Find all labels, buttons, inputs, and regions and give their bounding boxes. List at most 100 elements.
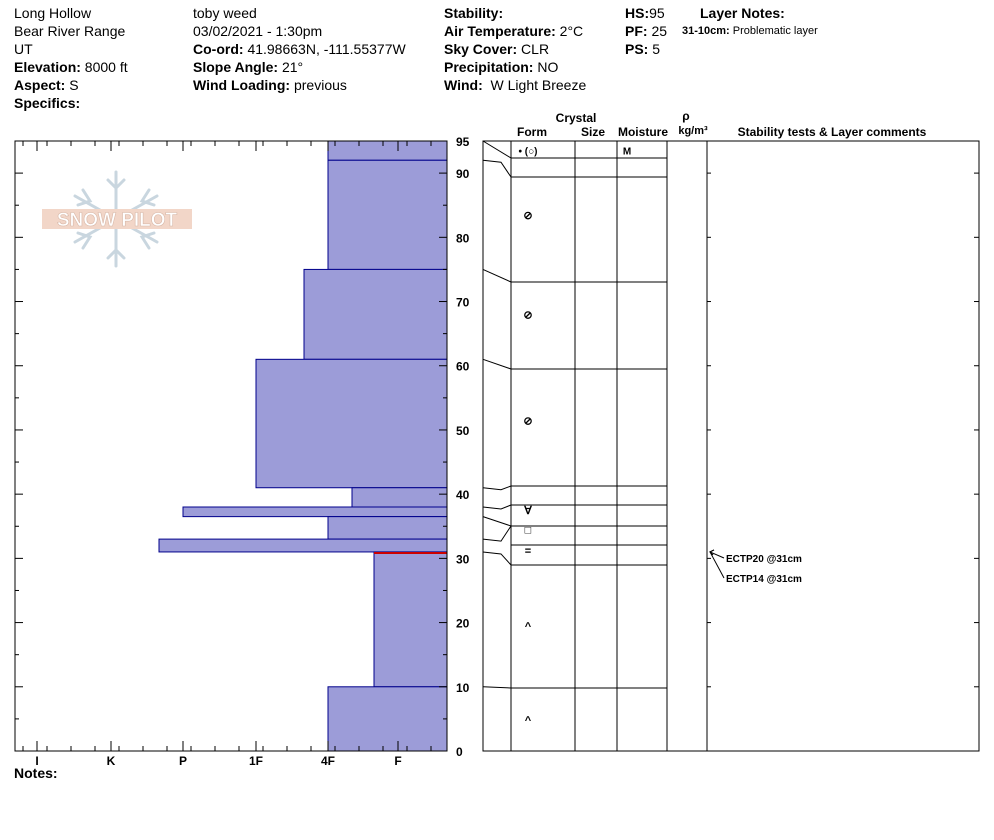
wind-value: W Light Breeze bbox=[490, 77, 587, 93]
crystal-form-glyph: = bbox=[525, 546, 531, 558]
plot-frame bbox=[14, 140, 448, 752]
stability-test-arrowhead bbox=[709, 549, 715, 556]
observer-name: toby weed bbox=[193, 5, 257, 21]
air-temp-value: 2°C bbox=[559, 23, 584, 39]
y-tick-label-95: 95 bbox=[456, 135, 470, 149]
x-tick-label-I: I bbox=[35, 754, 38, 768]
stability-row: Stability: bbox=[444, 4, 503, 22]
specifics-row: Specifics: bbox=[14, 94, 80, 112]
sky-cover-label: Sky Cover: bbox=[444, 41, 518, 57]
table-headers: Crystal Form Size Moisture ρ kg/m³ Stabi… bbox=[517, 109, 927, 139]
mountain-range: Bear River Range bbox=[14, 23, 126, 39]
aspect-label: Aspect: bbox=[14, 77, 66, 93]
crystal-form-glyph: ⊘ bbox=[523, 210, 532, 222]
crystal-form-glyph: ^ bbox=[525, 715, 532, 727]
x-tick-label-1F: 1F bbox=[249, 754, 263, 768]
depth-connector-2 bbox=[482, 358, 512, 370]
header-crystal: Crystal bbox=[556, 111, 597, 125]
hardness-bar-2 bbox=[303, 268, 448, 360]
slope-label: Slope Angle: bbox=[193, 59, 279, 75]
pf-value: 25 bbox=[651, 23, 668, 39]
slope-row: Slope Angle: 21° bbox=[193, 58, 303, 76]
coord-value: 41.98663N, -111.55377W bbox=[247, 41, 406, 57]
header-rho: ρ bbox=[682, 109, 689, 123]
hs-row: HS:95 bbox=[625, 4, 665, 22]
ps-label: PS: bbox=[625, 41, 649, 57]
pf-label: PF: bbox=[625, 23, 648, 39]
y-tick-label-80: 80 bbox=[456, 231, 470, 245]
depth-connector-0 bbox=[482, 140, 512, 159]
elevation-label: Elevation: bbox=[14, 59, 81, 75]
aspect-value: S bbox=[69, 77, 79, 93]
hardness-bar-9 bbox=[327, 686, 448, 752]
wind-row: Wind: W Light Breeze bbox=[444, 76, 586, 94]
crystal-form-glyph: ⊘ bbox=[523, 309, 532, 321]
precipitation-row: Precipitation: NO bbox=[444, 58, 558, 76]
x-tick-label-F: F bbox=[394, 754, 401, 768]
hardness-bar-8 bbox=[373, 551, 448, 688]
wind-loading-value: previous bbox=[293, 77, 347, 93]
hs-value: 95 bbox=[649, 5, 665, 21]
stability-label: Stability: bbox=[444, 5, 504, 21]
coord-label: Co-ord: bbox=[193, 41, 244, 57]
sky-cover-value: CLR bbox=[521, 41, 550, 57]
crystal-form-glyph: ∀ bbox=[523, 505, 532, 517]
ps-value: 5 bbox=[652, 41, 661, 57]
hardness-bar-3 bbox=[255, 358, 448, 489]
crystal-form-glyph: □ bbox=[525, 524, 532, 536]
y-tick-label-90: 90 bbox=[456, 167, 470, 181]
y-tick-label-0: 0 bbox=[456, 745, 463, 759]
hardness-plot: 0 10 20 30 40 50 60 70 80 90 95 I K P 1F 4F F bbox=[14, 135, 470, 768]
precipitation-label: Precipitation: bbox=[444, 59, 534, 75]
depth-connector-3 bbox=[482, 516, 512, 527]
header-density-unit: kg/m³ bbox=[678, 125, 708, 137]
specifics-label: Specifics: bbox=[14, 95, 81, 111]
notes-label: Notes: bbox=[14, 765, 58, 781]
hardness-bar-0 bbox=[327, 140, 448, 161]
layer-notes-label: Layer Notes: bbox=[700, 5, 785, 21]
crystal-form-glyph: ⊘ bbox=[523, 415, 532, 427]
depth-connector-angled-3 bbox=[482, 525, 512, 542]
depth-connector-4 bbox=[482, 686, 512, 689]
stability-test-arrow bbox=[709, 551, 725, 579]
y-tick-label-20: 20 bbox=[456, 617, 470, 631]
logo-text: SNOW PILOT bbox=[57, 210, 178, 231]
air-temp-label: Air Temperature: bbox=[444, 23, 556, 39]
x-tick-label-P: P bbox=[179, 754, 187, 768]
air-temp-row: Air Temperature: 2°C bbox=[444, 22, 583, 40]
header-size: Size bbox=[581, 125, 605, 139]
location-name: Long Hollow bbox=[14, 5, 92, 21]
pf-row: PF: 25 bbox=[625, 22, 667, 40]
precipitation-value: NO bbox=[537, 59, 559, 75]
observation-datetime: 03/02/2021 - 1:30pm bbox=[193, 23, 323, 39]
y-tick-label-40: 40 bbox=[456, 488, 470, 502]
table-frame bbox=[482, 140, 980, 752]
coord-row: Co-ord: 41.98663N, -111.55377W bbox=[193, 40, 406, 58]
stability-test-label: ECTP20 @31cm bbox=[726, 554, 802, 565]
header-stability: Stability tests & Layer comments bbox=[738, 125, 927, 139]
logo-banner bbox=[42, 209, 192, 229]
depth-connector-angled-0 bbox=[482, 159, 512, 178]
hardness-bar-6 bbox=[327, 516, 448, 540]
hardness-bar-1 bbox=[327, 159, 448, 270]
depth-connector-angled-1 bbox=[482, 485, 512, 491]
layer-note-range: 31-10cm: bbox=[682, 25, 730, 37]
elevation-row: Elevation: 8000 ft bbox=[14, 58, 128, 76]
snowpilot-logo: SNOW PILOT bbox=[42, 170, 192, 268]
aspect-row: Aspect: S bbox=[14, 76, 79, 94]
y-tick-label-30: 30 bbox=[456, 552, 470, 566]
y-tick-label-70: 70 bbox=[456, 296, 470, 310]
y-tick-label-60: 60 bbox=[456, 360, 470, 374]
layer-note-row: 31-10cm: Problematic layer bbox=[682, 22, 818, 40]
depth-connector-1 bbox=[482, 268, 512, 283]
wind-loading-label: Wind Loading: bbox=[193, 77, 291, 93]
ps-row: PS: 5 bbox=[625, 40, 660, 58]
header-form: Form bbox=[517, 125, 547, 139]
slope-value: 21° bbox=[281, 59, 304, 75]
depth-connector-angled-4 bbox=[482, 551, 512, 566]
sky-cover-row: Sky Cover: CLR bbox=[444, 40, 549, 58]
wind-label: Wind: bbox=[444, 77, 483, 93]
crystal-form-glyph: • (○) bbox=[519, 147, 538, 158]
y-tick-label-10: 10 bbox=[456, 681, 470, 695]
